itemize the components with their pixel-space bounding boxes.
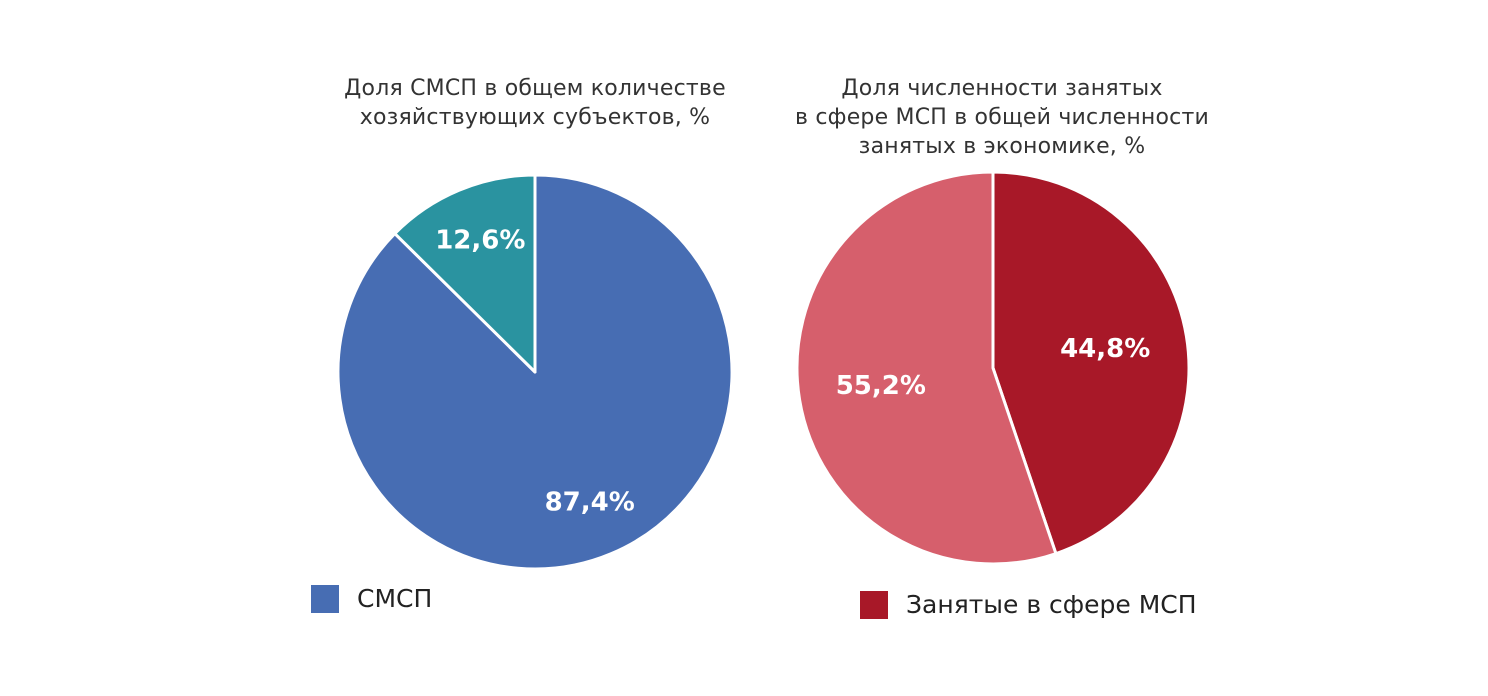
legend-swatch xyxy=(860,590,888,619)
chart-title-line: Доля численности занятых xyxy=(841,76,1163,101)
legend: Занятые в сфере МСП xyxy=(860,590,1197,619)
legend-swatch xyxy=(311,584,339,613)
slice-label: 55,2% xyxy=(836,371,926,401)
pie-chart: 87,4% 12,6% xyxy=(336,173,734,571)
slice-label: 44,8% xyxy=(1060,334,1150,364)
legend: СМСП xyxy=(311,584,432,613)
chart-title: Доля СМСП в общем количестве хозяйствующ… xyxy=(330,74,740,132)
pie-slice xyxy=(795,170,1058,566)
slice-label: 87,4% xyxy=(545,487,635,517)
legend-label: СМСП xyxy=(357,584,433,613)
pie-chart: 44,8% 55,2% xyxy=(795,170,1191,566)
legend-label: Занятые в сфере МСП xyxy=(906,590,1197,619)
pie-slice xyxy=(393,173,537,374)
slice-label: 12,6% xyxy=(435,226,525,256)
chart-title: Доля численности занятых в сфере МСП в о… xyxy=(782,74,1222,161)
pie-slice xyxy=(991,170,1191,556)
chart-title-line: занятых в экономике, % xyxy=(858,134,1146,159)
chart-title-line: хозяйствующих субъектов, % xyxy=(359,105,711,130)
chart-title-line: в сфере МСП в общей численности xyxy=(795,105,1209,130)
chart-title-line: Доля СМСП в общем количестве xyxy=(344,76,726,101)
